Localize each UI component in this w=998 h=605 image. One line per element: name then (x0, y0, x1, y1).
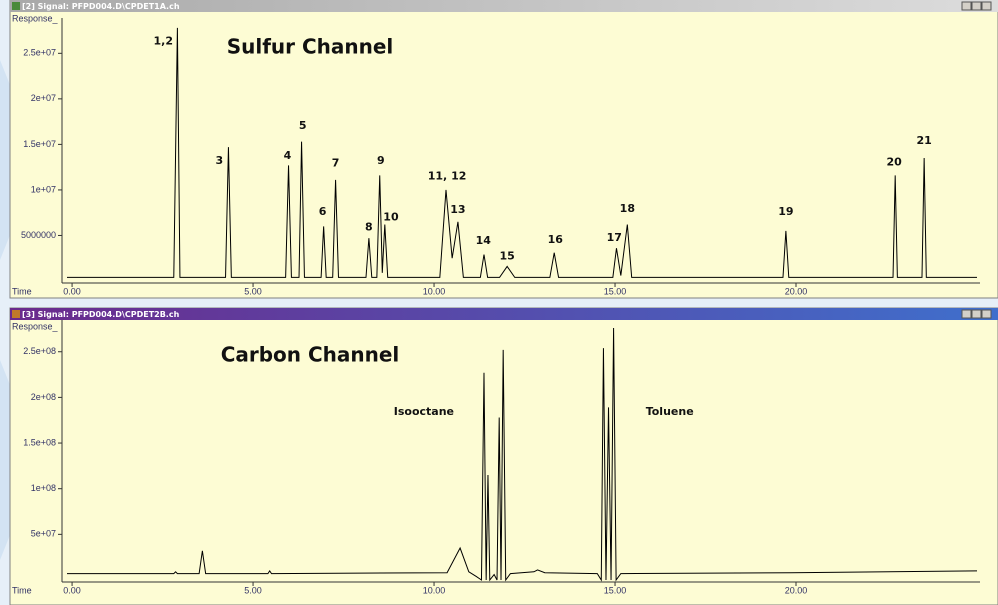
window-icon (12, 2, 20, 10)
x-tick-label: 20.00 (785, 585, 808, 595)
x-tick-label: 20.00 (785, 286, 808, 296)
x-tick-label: 5.00 (244, 286, 262, 296)
peak-label: 5 (299, 119, 307, 132)
y-tick-label: 1e+07 (31, 184, 56, 194)
peak-label: 10 (383, 210, 399, 223)
peak-label: 1,2 (154, 34, 174, 47)
peak-label: 18 (620, 202, 635, 215)
x-tick-label: 0.00 (63, 585, 81, 595)
close-button[interactable] (981, 1, 992, 11)
chart-title: Carbon Channel (221, 343, 400, 367)
peak-label: 19 (778, 205, 793, 218)
peak-label: 15 (500, 249, 515, 262)
peak-label: 11, 12 (428, 169, 467, 182)
y-tick-label: 2.5e+08 (23, 346, 56, 356)
y-tick-label: 2e+08 (31, 392, 56, 402)
window-icon (12, 310, 20, 318)
maximize-button[interactable] (971, 1, 982, 11)
peak-label: 14 (476, 234, 492, 247)
close-button[interactable] (981, 309, 992, 319)
x-tick-label: 15.00 (604, 585, 627, 595)
window-title: [2] Signal: PFPD004.D\CPDET1A.ch (22, 2, 180, 11)
peak-label: 4 (284, 149, 292, 162)
y-axis-label: Response_ (12, 321, 59, 331)
y-tick-label: 1.5e+08 (23, 437, 56, 447)
y-tick-label: 2e+07 (31, 93, 56, 103)
y-axis-label: Response_ (12, 13, 59, 23)
peak-label: 7 (332, 157, 340, 170)
trace (67, 27, 977, 278)
peak-label: 8 (365, 220, 373, 233)
chart-title: Sulfur Channel (227, 35, 394, 59)
window-title: [3] Signal: PFPD004.D\CPDET2B.ch (22, 310, 180, 319)
trace (67, 327, 978, 582)
x-axis-label: Time (12, 286, 32, 296)
y-tick-label: 1e+08 (31, 483, 56, 493)
y-tick-label: 2.5e+07 (23, 48, 56, 58)
x-tick-label: 10.00 (423, 585, 446, 595)
x-tick-label: 0.00 (63, 286, 81, 296)
x-tick-label: 10.00 (423, 286, 446, 296)
y-tick-label: 1.5e+07 (23, 139, 56, 149)
peak-label: 3 (216, 154, 224, 167)
minimize-button[interactable] (961, 309, 972, 319)
peak-label: Isooctane (394, 405, 454, 418)
peak-label: 6 (319, 205, 327, 218)
x-axis-label: Time (12, 585, 32, 595)
title-bar[interactable] (10, 0, 998, 12)
x-tick-label: 5.00 (244, 585, 262, 595)
peak-label: 13 (450, 203, 465, 216)
maximize-button[interactable] (971, 309, 982, 319)
peak-label: 21 (916, 134, 931, 147)
peak-label: 16 (548, 233, 564, 246)
title-bar[interactable] (10, 308, 998, 320)
peak-label: 20 (886, 156, 902, 169)
peak-label: 9 (377, 154, 385, 167)
peak-label: 17 (607, 231, 622, 244)
peak-label: Toluene (646, 405, 694, 418)
x-tick-label: 15.00 (604, 286, 627, 296)
y-tick-label: 5e+07 (31, 529, 56, 539)
y-tick-label: 5000000 (21, 230, 56, 240)
minimize-button[interactable] (961, 1, 972, 11)
